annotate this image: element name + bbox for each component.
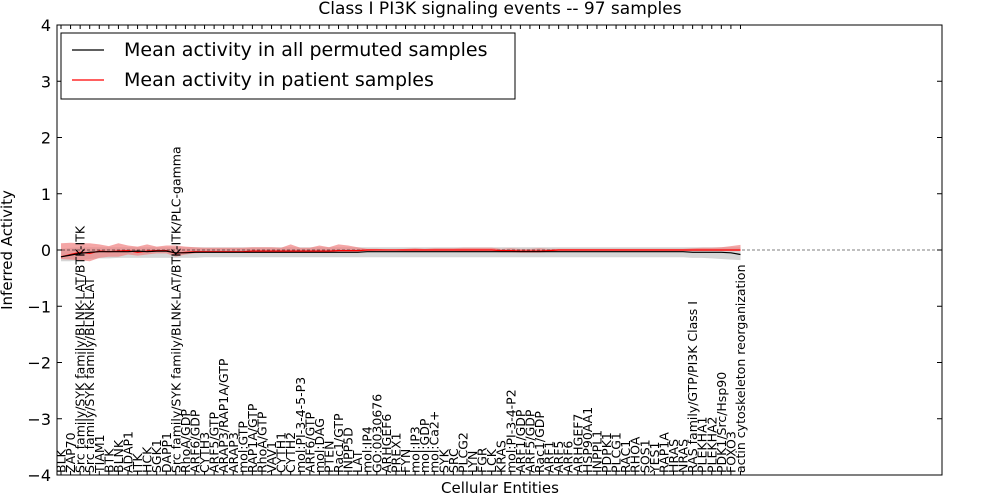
x-tick-label: mol:IP3 [408, 426, 423, 473]
x-tick-label: BTK [101, 448, 116, 473]
x-tick-label: mol:GTP [235, 421, 250, 473]
x-tick-label: SRC [446, 448, 461, 473]
y-tick-label: 3 [41, 72, 51, 91]
y-tick-label: 1 [41, 185, 51, 204]
y-tick-label: −1 [27, 297, 51, 316]
legend-label-permuted: Mean activity in all permuted samples [124, 39, 487, 61]
x-tick-label: TIAM1 [92, 434, 107, 474]
x-tick-label: RHOA [628, 436, 643, 473]
chart-title: Class I PI3K signaling events -- 97 samp… [318, 0, 681, 19]
y-tick-label: −2 [27, 354, 51, 373]
x-tick-label: mol:GDP [417, 418, 432, 473]
x-tick-label: PLCG2 [455, 432, 470, 473]
x-tick-label: ARAP3/RAP1A/GTP [216, 358, 231, 473]
y-tick-label: −4 [27, 466, 51, 485]
x-tick-label: VAV1 [264, 441, 279, 473]
x-tick-label: LYN [465, 451, 480, 473]
x-tick-label: RhoA/GTP [255, 411, 270, 473]
x-tick-label: PREX1 [388, 432, 403, 473]
y-tick-label: 2 [41, 129, 51, 148]
x-tick-label: LCK [484, 448, 499, 473]
x-tick-label: CYTH2 [283, 432, 298, 473]
y-tick-label: −3 [27, 410, 51, 429]
x-tick-label: DAPP1 [159, 432, 174, 473]
x-tick-label: Src family/SYK family/BLNK-LAT/BTK-ITK [73, 225, 88, 473]
x-tick-label: mol:Ca2+ [427, 411, 442, 473]
x-tick-label: mol:DAG [312, 418, 327, 473]
x-tick-label: Src family/SYK family/BLNK-LAT [82, 277, 97, 473]
x-tick-label: RhoA/GDP [178, 409, 193, 473]
legend: Mean activity in all permuted samples Me… [60, 32, 516, 100]
x-tick-label: BLNK [111, 439, 126, 473]
x-tick-label: NRAS [676, 439, 691, 473]
x-tick-label: mol:PI-3-4-P2 [503, 389, 518, 473]
x-tick-label: SGK1 [149, 439, 164, 473]
x-tick-label: FGR [475, 447, 490, 473]
x-tick-label: ARAP3 [226, 432, 241, 473]
x-tick-label: Src family/SYK family/BLNK-LAT/BTK-ITK/P… [168, 146, 183, 473]
y-tick-label: 4 [41, 16, 51, 35]
x-tick-label: HSP90AA1 [580, 407, 595, 473]
x-tick-label: ARF5 [551, 441, 566, 473]
x-tick-label: SOS1 [637, 439, 652, 473]
x-tick-label: CYTH1 [274, 432, 289, 473]
x-tick-label: ADAP1 [121, 431, 136, 473]
x-tick-label: RAS family/GTP/PI3K Class I [685, 301, 700, 473]
x-tick-label: KRAS [494, 440, 509, 473]
x-tick-label: ARF6 [561, 441, 576, 473]
legend-label-patient: Mean activity in patient samples [124, 69, 434, 91]
x-tick-label: HCK [140, 446, 155, 473]
x-tick-label: ARF1/GDP [513, 409, 528, 473]
x-tick-label: RAP1A [656, 432, 671, 473]
x-tick-label: ZAP70 [63, 432, 78, 473]
x-tick-label: YES1 [647, 442, 662, 474]
x-tick-label: PLCG1 [609, 432, 624, 473]
x-tick-label: HRAS [666, 439, 681, 473]
x-tick-label: BLK [54, 448, 69, 473]
x-tick-label: ARF5/GDP [522, 409, 537, 473]
x-tick-label: RAP1A/GTP [245, 403, 260, 473]
x-tick-label: PLEKHA2 [704, 416, 719, 473]
x-tick-label: PTEN [322, 441, 337, 473]
x-tick-label: ARHGEF7 [570, 414, 585, 473]
x-tick-label: Rac1/GTP [331, 413, 346, 473]
permuted-series-line [60, 250, 741, 258]
y-axis-label: Inferred Activity [0, 190, 16, 310]
x-tick-label: GO:0030676 [369, 394, 384, 473]
legend-box [60, 32, 516, 100]
x-tick-label: PDK1/Src/Hsp90 [714, 372, 729, 473]
x-tick-label: FYN [398, 449, 413, 473]
y-tick-label: 0 [41, 241, 51, 260]
x-tick-label: RAC1 [618, 440, 633, 473]
x-tick-label: ITK [130, 453, 145, 473]
x-tick-label: LAT [350, 450, 365, 473]
x-tick-label: INPPL1 [589, 430, 604, 473]
x-tick-label: PDPK1 [599, 432, 614, 473]
x-tick-label: ARHGEF6 [379, 414, 394, 473]
x-tick-label: ARF1 [542, 441, 557, 473]
x-tick-label: PLEKHA1 [695, 416, 710, 473]
x-tick-label: actin cytoskeleton reorganization [733, 264, 748, 473]
x-tick-label: SYK [436, 448, 451, 473]
x-tick-label: mol:PI-3-4-5-P3 [293, 377, 308, 473]
x-tick-label: CYTH3 [197, 432, 212, 473]
x-tick-label: ARF5/GTP [207, 412, 222, 473]
x-tick-label: ARF6/GDP [188, 409, 203, 473]
x-tick-label: INPP5D [341, 427, 356, 473]
x-axis-label: Cellular Entities [441, 479, 559, 497]
x-tick-label: Rac1/GDP [532, 411, 547, 473]
x-tick-label: FOXO3 [723, 431, 738, 473]
x-tick-label: ARF6/GTP [302, 412, 317, 473]
x-tick-label: mol:IP4 [360, 426, 375, 473]
